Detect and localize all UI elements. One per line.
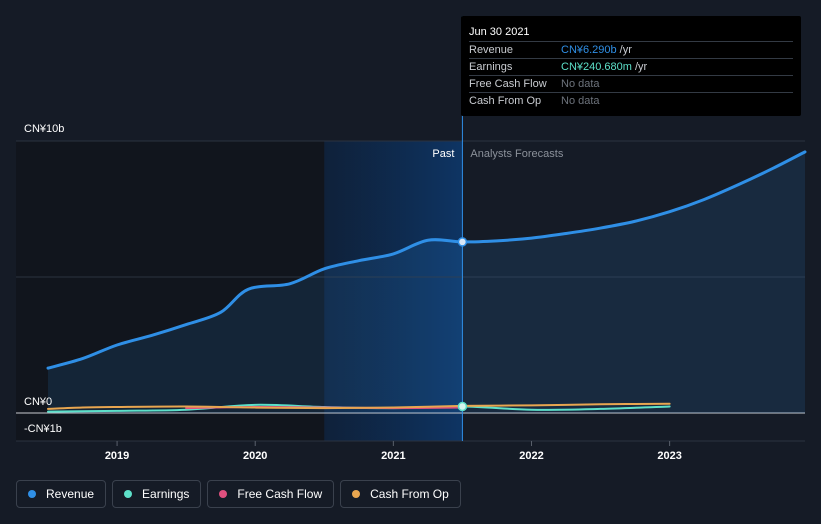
legend-revenue-label: Revenue xyxy=(46,487,95,501)
axis-labels: CN¥10b CN¥0 -CN¥1b 2019 2020 2021 2022 2023 Past… xyxy=(24,123,682,462)
chart-legend: Revenue Earnings Free Cash Flow Cash Fro… xyxy=(16,480,461,508)
legend-earnings-label: Earnings xyxy=(142,487,190,501)
legend-revenue-button[interactable]: Revenue xyxy=(16,480,107,508)
legend-earnings-button[interactable]: Earnings xyxy=(112,480,202,508)
legend-earnings-dot-icon xyxy=(124,490,133,498)
legend-free-cash-flow-button[interactable]: Free Cash Flow xyxy=(207,480,335,508)
tooltip-date: Jun 30 2021 xyxy=(469,26,530,38)
series-lines xyxy=(46,150,807,413)
x-tick-label: 2019 xyxy=(105,450,129,462)
forecast-label: Analysts Forecasts xyxy=(470,148,563,160)
legend-cash-from-op-button[interactable]: Cash From Op xyxy=(340,480,461,508)
x-tick-label: 2023 xyxy=(657,450,681,462)
tooltip-earnings-unit: /yr xyxy=(634,61,648,73)
highlight-band xyxy=(324,141,463,441)
y-tick-label: -CN¥1b xyxy=(24,423,62,435)
legend-free-cash-flow-dot-icon xyxy=(219,490,228,498)
tooltip-revenue-value: CN¥6.290b xyxy=(561,44,617,56)
revenue-area-fill xyxy=(48,151,805,413)
tooltip-row-cash-from-op: Cash From Op No data xyxy=(469,92,793,109)
x-tick-label: 2022 xyxy=(519,450,543,462)
tooltip-fcf-value: No data xyxy=(561,78,600,90)
legend-revenue-dot-icon xyxy=(28,490,36,498)
tooltip-earnings-label: Earnings xyxy=(469,61,513,73)
tooltip-cfo-label: Cash From Op xyxy=(469,95,542,107)
tooltip-row-earnings: Earnings CN¥240.680m /yr xyxy=(469,58,793,75)
revenue-area xyxy=(48,151,805,413)
tooltip-earnings-value: CN¥240.680m xyxy=(561,61,632,73)
tooltip-revenue-unit: /yr xyxy=(619,44,632,56)
tooltip-row-revenue: Revenue CN¥6.290b /yr xyxy=(469,41,793,58)
tooltip-row-free-cash-flow: Free Cash Flow No data xyxy=(469,75,793,92)
revenue-line xyxy=(46,150,807,370)
x-tick-label: 2021 xyxy=(381,450,405,462)
revenue-marker xyxy=(457,237,468,247)
y-tick-label: CN¥0 xyxy=(24,396,52,408)
hover-markers xyxy=(457,237,468,412)
x-tick-label: 2020 xyxy=(243,450,267,462)
earnings-marker xyxy=(457,401,468,412)
tooltip-revenue-label: Revenue xyxy=(469,44,514,56)
hover-tooltip: Jun 30 2021 Revenue CN¥6.290b /yr Earnin… xyxy=(461,16,801,116)
legend-cash-from-op-label: Cash From Op xyxy=(370,487,449,501)
cash-from-op-line xyxy=(47,402,671,410)
legend-cash-from-op-dot-icon xyxy=(352,490,361,498)
legend-free-cash-flow-label: Free Cash Flow xyxy=(237,487,323,501)
tooltip-fcf-label: Free Cash Flow xyxy=(469,78,547,90)
grid-lines xyxy=(16,140,805,442)
y-tick-label: CN¥10b xyxy=(24,123,64,135)
tooltip-cfo-value: No data xyxy=(561,95,600,107)
past-label: Past xyxy=(432,148,454,160)
